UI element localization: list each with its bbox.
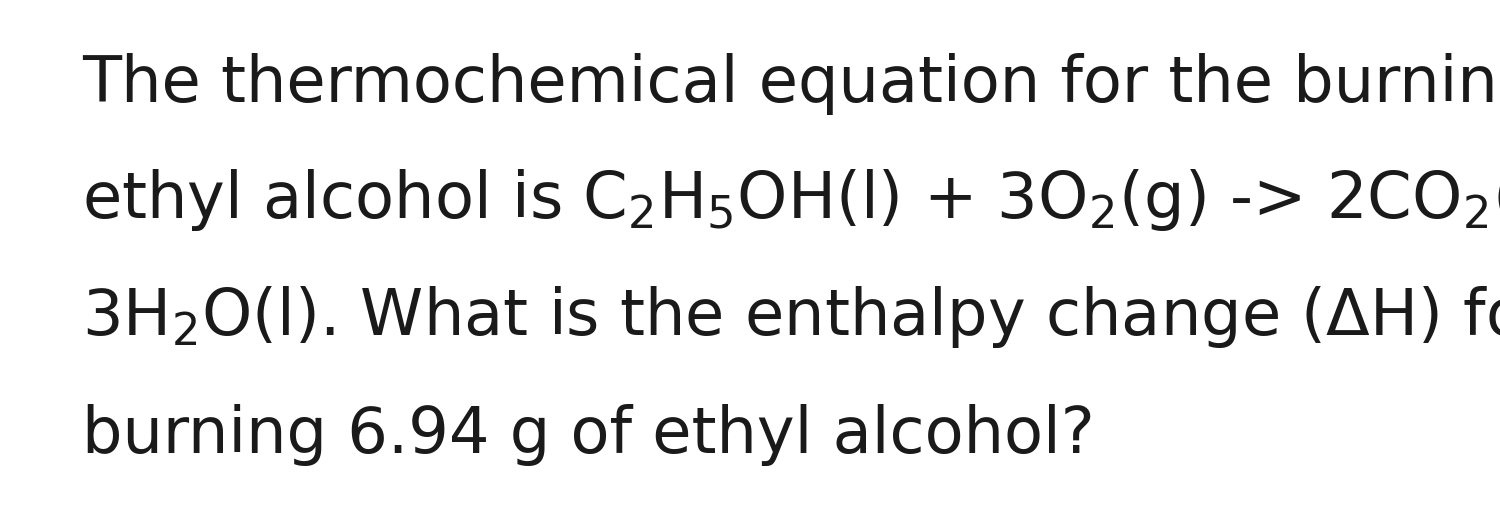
Text: $\mathregular{3H_2O}$(l). What is the enthalpy change ($\Delta$H) for: $\mathregular{3H_2O}$(l). What is the en… bbox=[82, 284, 1500, 350]
Text: The thermochemical equation for the burning of: The thermochemical equation for the burn… bbox=[82, 53, 1500, 115]
Text: ethyl alcohol is $\mathregular{C_2H_5OH(l)}$ + $\mathregular{3O_2}$(g) -> $\math: ethyl alcohol is $\mathregular{C_2H_5OH(… bbox=[82, 166, 1500, 232]
Text: burning 6.94 g of ethyl alcohol?: burning 6.94 g of ethyl alcohol? bbox=[82, 404, 1095, 466]
